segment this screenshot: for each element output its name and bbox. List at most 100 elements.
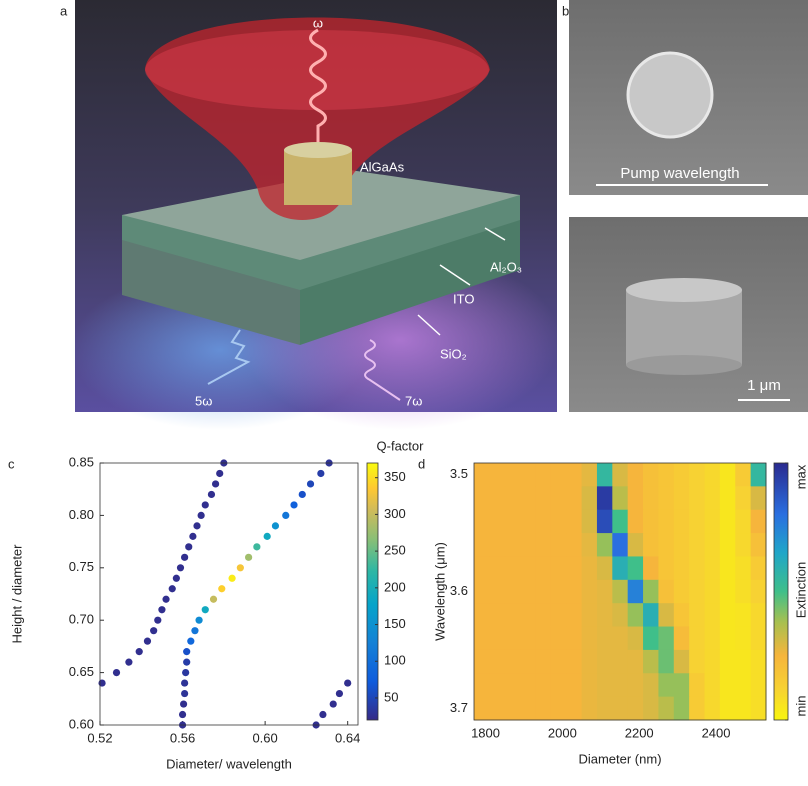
heatmap-cell [704,696,721,721]
scatter-point [282,511,290,519]
heatmap-cell [550,673,567,698]
heatmap-cell [474,603,490,628]
heatmap-cell [520,649,536,674]
heatmap-cell [643,696,659,721]
heatmap-cell [689,463,706,487]
scatter-point [112,669,121,677]
heatmap-cell [535,463,552,487]
scatter-point [135,648,143,656]
heatmap-cell [504,649,521,674]
heatmap-cell [566,533,583,557]
y-tick-label: 0.65 [69,664,94,679]
pillar-top-view [626,51,714,139]
scale-label: 1 μm [747,377,781,394]
colorbar-tick-label: 250 [384,543,406,558]
panel-a: a ω AlGaAs Al₂O₃ ITO SiO₂ 5ω 7ω [60,0,560,430]
heatmap-cell [474,673,490,698]
heatmap-cell [750,509,767,534]
heatmap-cell [719,603,736,628]
scatter-point [181,553,189,561]
heatmap-cell [673,509,690,534]
colorbar-tick-label: 200 [384,579,406,594]
heatmap-cell [627,603,644,628]
heatmap-cell [566,696,583,721]
heatmap-cell [612,673,629,698]
colorbar-tick-label: 100 [384,653,406,668]
x-tick-label: 1800 [471,725,500,740]
heatmap-cell [504,533,521,557]
heatmap-cell [643,509,659,534]
y-tick-label: 0.75 [69,559,94,574]
scatter-point [154,616,162,624]
harmonic-wave [364,339,401,401]
heatmap-cell [566,486,583,511]
heatmap-cell [504,603,521,628]
scatter-point [185,543,193,551]
heatmap-cell [719,533,736,557]
cone-rim [145,30,489,110]
heatmap-cell [535,673,552,698]
heatmap-cell [566,603,583,628]
heatmap-cell [719,556,736,581]
heatmap-cell [596,696,613,721]
heatmap-cell [535,579,552,604]
heatmap-cell [520,673,536,698]
heatmap-cell [658,556,675,581]
heatmap-cell [704,463,721,487]
heatmap-cell [612,509,629,534]
heatmap-cell [735,533,752,557]
annotation: SiO₂ [440,346,467,361]
heatmap-cell [535,696,552,721]
scatter-point [187,637,195,645]
heatmap-cell [504,556,521,581]
x-tick-label: 0.56 [170,730,195,745]
heatmap-cell [643,556,659,581]
heatmap-cell [735,626,752,651]
heatmap-cell [612,556,629,581]
scatter-point [150,627,158,635]
heatmap-cell [596,509,613,534]
scale-label: Pump wavelength [620,165,739,182]
scatter-point [236,564,244,572]
heatmap-cell [520,696,536,721]
heatmap-cell [550,626,567,651]
heatmap-cell [673,626,690,651]
heatmap-cell [689,556,706,581]
heatmap-cell [750,463,767,487]
heatmap-cell [504,463,521,487]
heatmap-cell [750,579,767,604]
scatter-point [195,616,203,624]
scatter-point [228,574,236,582]
plot-frame [99,462,359,726]
heatmap-cell [566,673,583,698]
pillar-side-view [626,290,742,365]
heatmap-cell [520,533,536,557]
heatmap-cell [535,533,552,557]
heatmap-cell [627,533,644,557]
scatter-point [191,627,199,635]
substrate-side [300,220,520,345]
scatter-point [209,595,218,603]
heatmap-cell [504,486,521,511]
heatmap-cell [704,509,721,534]
heatmap-cell [643,579,659,604]
heatmap-cell [673,486,690,511]
scatter-point [263,532,271,540]
heatmap-cell [550,579,567,604]
heatmap-cell [566,649,583,674]
heatmap-cell [504,509,521,534]
heatmap-cell [719,649,736,674]
heatmap-cell [504,673,521,698]
scatter-point [182,669,190,677]
heatmap-cell [643,486,659,511]
colorbar [366,462,379,721]
x-axis-label: Diameter (nm) [578,751,661,766]
heatmap-cell [735,696,752,721]
x-tick-label: 2200 [625,725,654,740]
heatmap-cell [689,673,706,698]
heatmap-cell [474,533,490,557]
scatter-point [176,564,185,572]
heatmap-cell [658,463,675,487]
scatter-point [329,700,337,708]
